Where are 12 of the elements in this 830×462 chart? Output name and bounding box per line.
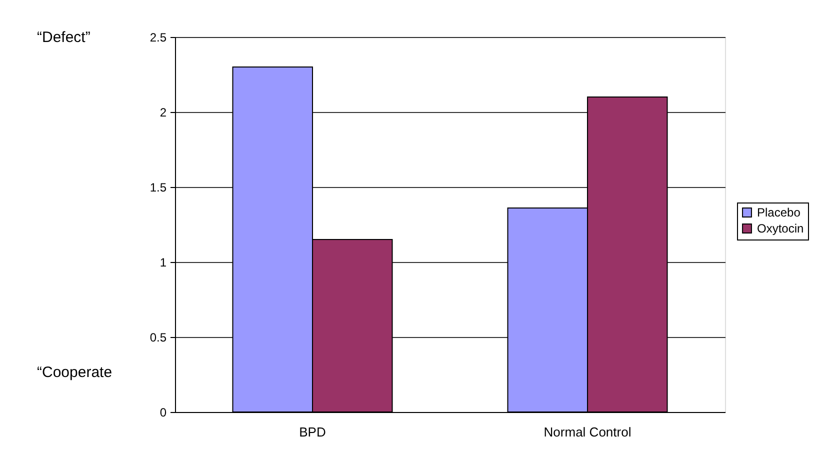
y-tick-label: 2.5 xyxy=(150,30,167,44)
legend-label: Oxytocin xyxy=(757,222,804,236)
y-tick-label: 0 xyxy=(160,406,167,420)
x-tick-label: Normal Control xyxy=(544,424,632,440)
x-tick-label: BPD xyxy=(299,424,326,440)
text: “Cooperate xyxy=(37,364,112,381)
y-tick-label: 2 xyxy=(160,106,167,120)
y-tick-label: 0.5 xyxy=(150,330,167,344)
y-tick-label: 1 xyxy=(160,256,167,270)
y-tick-label: 1.5 xyxy=(150,180,167,194)
text: “Defect” xyxy=(37,29,90,46)
legend-label: Placebo xyxy=(757,206,801,220)
